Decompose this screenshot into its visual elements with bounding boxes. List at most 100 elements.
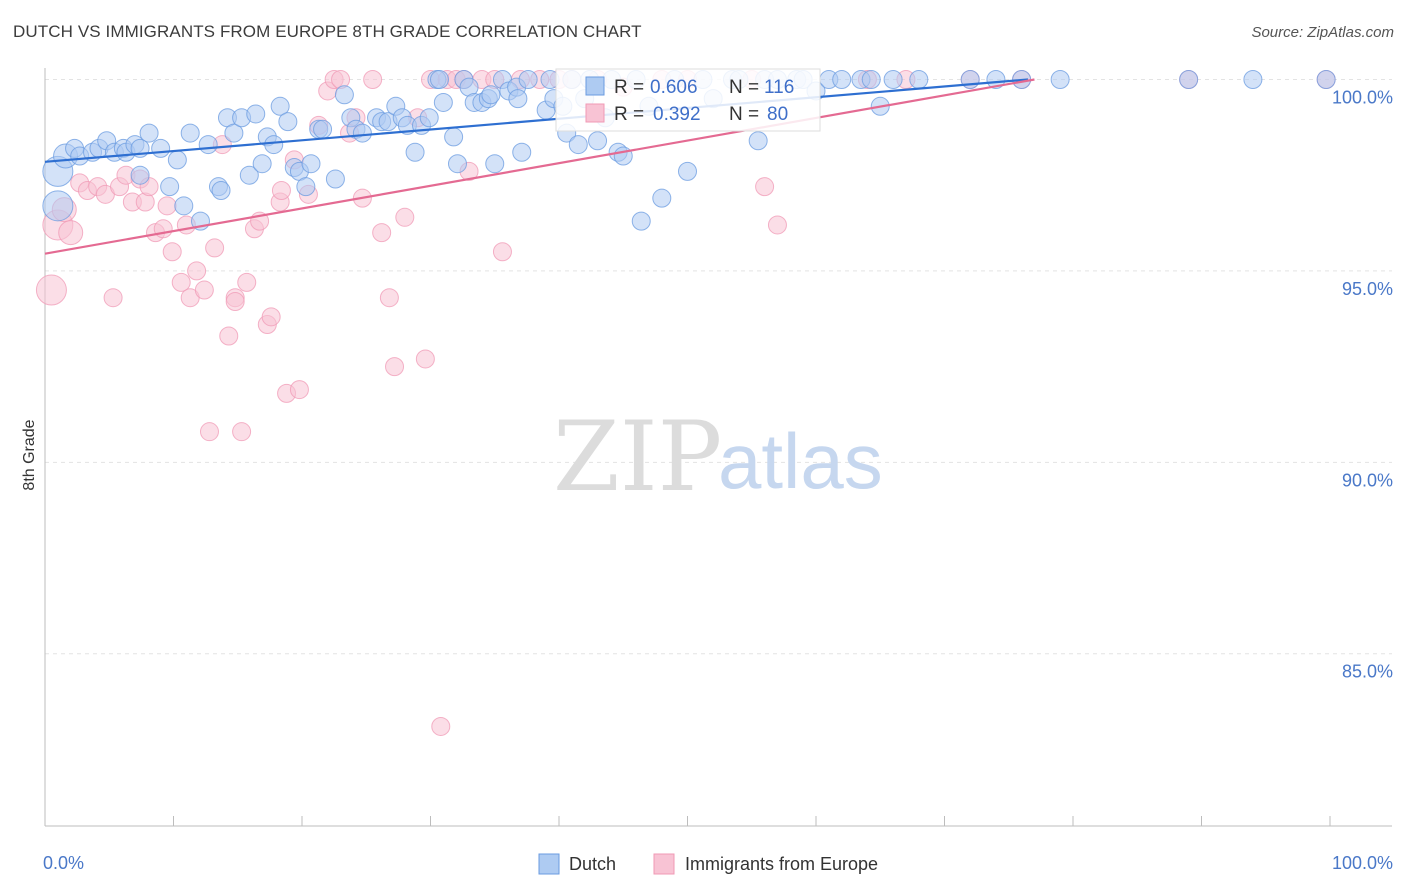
- watermark: ZIP atlas: [553, 401, 883, 513]
- dutch-point-81: [588, 131, 608, 151]
- legend: Dutch Immigrants from Europe: [538, 853, 878, 875]
- chart-source: Source: ZipAtlas.com: [1251, 24, 1394, 41]
- y-tick-label-85: 85.0%: [1342, 662, 1393, 682]
- dutch-point-40: [325, 169, 345, 189]
- dutch-point-15: [130, 165, 150, 185]
- trend-lines: [44, 78, 1035, 255]
- y-axis-title: 8th Grade: [21, 419, 38, 490]
- immigrants-point-27: [219, 326, 239, 346]
- dutch-point-105: [861, 69, 881, 89]
- dutch-point-18: [174, 196, 194, 216]
- immigrants-point-73: [767, 215, 787, 235]
- dutch-trend-line: [44, 78, 1029, 163]
- dutch-point-25: [224, 123, 244, 143]
- immigrants-point-0: [35, 274, 67, 306]
- dutch-point-16: [160, 177, 180, 197]
- dutch-point-69: [508, 89, 528, 109]
- watermark-atlas: atlas: [718, 417, 883, 505]
- y-tick-labels: 100.0% 95.0% 90.0% 85.0%: [1332, 87, 1393, 681]
- legend-label-immigrants[interactable]: Immigrants from Europe: [685, 854, 878, 874]
- stats-r-value-immigrants: 0.392: [653, 104, 701, 125]
- dutch-point-56: [433, 92, 453, 112]
- immigrants-point-38: [289, 380, 309, 400]
- stats-n-value-immigrants: 80: [767, 104, 788, 125]
- dutch-point-96: [748, 131, 768, 151]
- immigrants-trend-line: [44, 78, 1035, 255]
- immigrants-point-80: [225, 292, 245, 312]
- series-dutch: [42, 69, 1336, 231]
- immigrants-point-19: [171, 272, 191, 292]
- dutch-point-71: [518, 69, 538, 89]
- x-ticks: [173, 816, 1331, 826]
- immigrants-point-3: [58, 220, 84, 246]
- dutch-point-37: [301, 154, 321, 174]
- dutch-point-27: [239, 165, 259, 185]
- dutch-point-55: [429, 69, 449, 89]
- immigrants-point-16: [153, 219, 173, 239]
- dutch-point-13: [139, 123, 159, 143]
- immigrants-point-30: [237, 272, 257, 292]
- dutch-point-113: [1179, 69, 1199, 89]
- legend-label-dutch[interactable]: Dutch: [569, 854, 616, 874]
- immigrants-point-48: [372, 223, 392, 243]
- immigrants-point-17: [157, 196, 177, 216]
- dutch-point-70: [512, 142, 532, 162]
- dutch-point-17: [167, 150, 187, 170]
- stats-box: R = 0.606 N = 116 R = 0.392 N = 80: [555, 68, 821, 132]
- stats-n-value-dutch: 116: [764, 77, 794, 98]
- dutch-point-28: [246, 104, 266, 124]
- immigrants-point-24: [199, 422, 219, 442]
- dutch-point-87: [631, 211, 651, 231]
- axes: [44, 68, 1392, 827]
- dutch-point-14: [151, 138, 171, 158]
- dutch-point-91: [678, 161, 697, 181]
- immigrants-point-23: [194, 280, 214, 300]
- dutch-point-29: [252, 154, 272, 174]
- dutch-point-65: [485, 154, 505, 174]
- dutch-point-21: [198, 135, 218, 155]
- immigrants-point-49: [379, 288, 399, 308]
- x-tick-label-min: 0.0%: [43, 853, 84, 873]
- immigrants-point-50: [385, 357, 405, 377]
- legend-swatch-immigrants[interactable]: [653, 853, 675, 875]
- dutch-point-32: [270, 96, 290, 116]
- dutch-point-36: [296, 177, 316, 197]
- immigrants-point-51: [395, 207, 415, 227]
- dutch-point-41: [334, 85, 354, 105]
- stats-r-value-dutch: 0.606: [650, 77, 698, 98]
- y-tick-label-90: 90.0%: [1342, 470, 1393, 490]
- immigrants-point-25: [205, 238, 225, 258]
- immigrants-point-62: [492, 242, 512, 262]
- dutch-point-51: [405, 142, 425, 162]
- immigrants-point-81: [271, 181, 291, 201]
- dutch-point-107: [883, 69, 903, 89]
- immigrants-point-34: [261, 307, 281, 327]
- immigrants-point-29: [232, 422, 252, 442]
- dutch-point-58: [447, 154, 467, 174]
- dutch-point-23: [211, 181, 231, 201]
- dutch-point-103: [832, 69, 852, 89]
- stats-n-label-immigrants: N =: [729, 104, 759, 125]
- dutch-point-1: [42, 190, 74, 222]
- dutch-point-78: [568, 135, 588, 155]
- dutch-point-108: [909, 69, 929, 89]
- immigrants-point-22: [187, 261, 207, 281]
- dutch-point-31: [264, 135, 284, 155]
- stats-n-label-dutch: N =: [729, 77, 759, 98]
- dutch-point-64: [481, 85, 501, 105]
- dutch-point-110: [986, 69, 1006, 89]
- dutch-point-115: [1316, 69, 1336, 89]
- stats-swatch-dutch: [585, 76, 605, 96]
- legend-swatch-dutch[interactable]: [538, 853, 560, 875]
- dutch-point-39: [313, 119, 333, 139]
- dutch-point-57: [444, 127, 464, 147]
- immigrants-point-18: [162, 242, 182, 262]
- immigrants-point-8: [103, 288, 123, 308]
- dutch-point-33: [278, 112, 298, 132]
- gridlines: [45, 78, 1392, 655]
- immigrants-point-72: [755, 177, 775, 197]
- dutch-point-112: [1050, 69, 1070, 89]
- dutch-point-19: [180, 123, 200, 143]
- stats-r-label-dutch: R =: [614, 77, 644, 98]
